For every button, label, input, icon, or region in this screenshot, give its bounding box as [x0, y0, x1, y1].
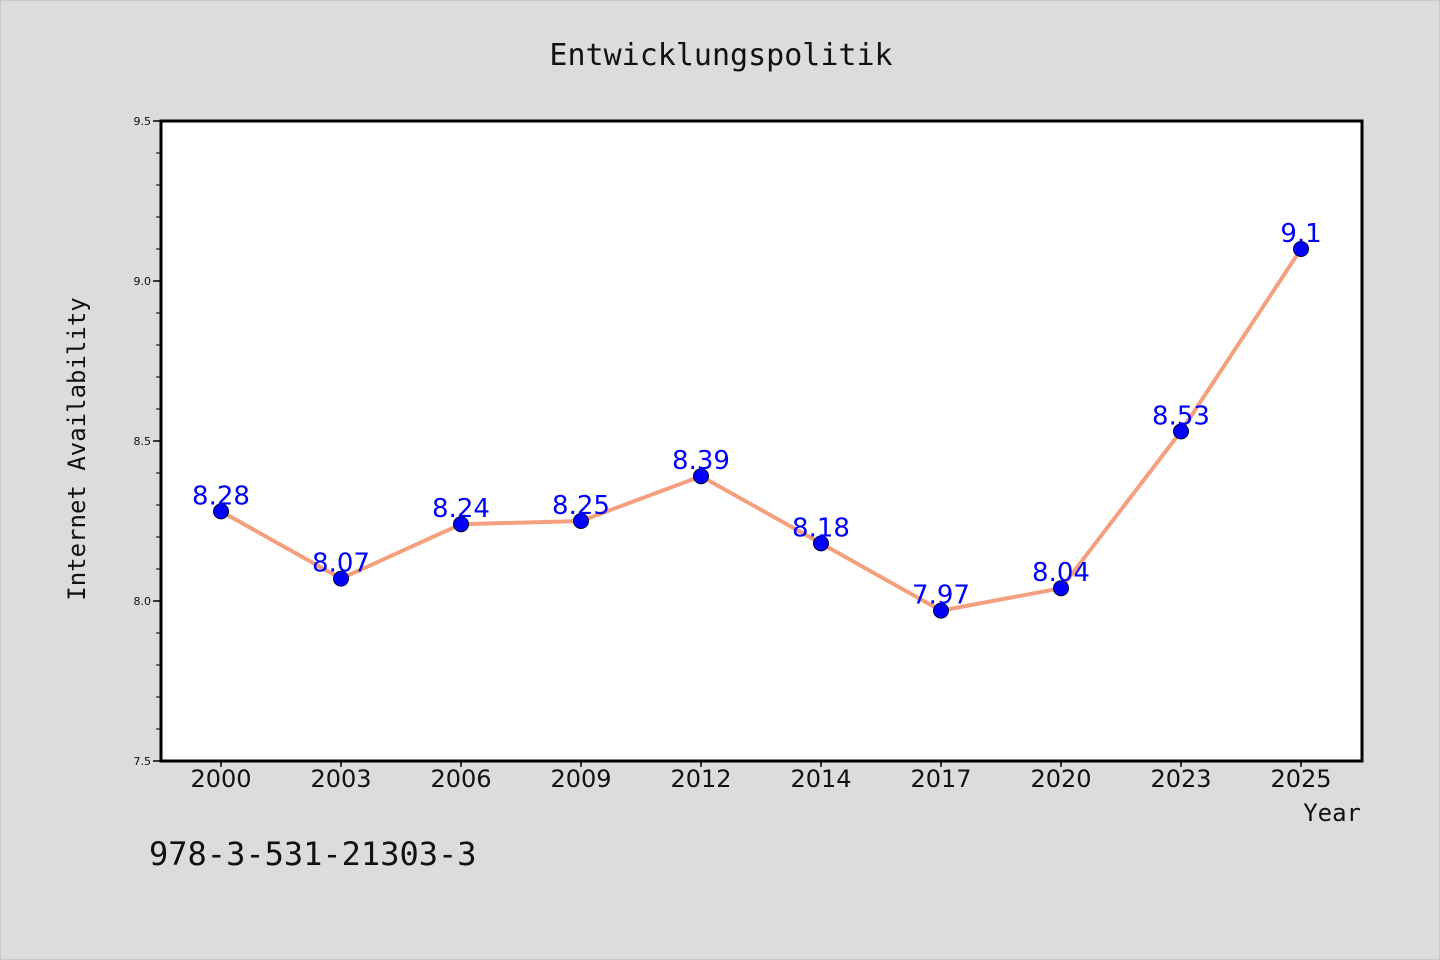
- x-tick-label: 2025: [1270, 765, 1331, 793]
- x-axis: 2000 2003 2006 2009 2012 2014 2017 2020 2023 2025: [190, 761, 1332, 793]
- data-label: 8.04: [1032, 558, 1090, 588]
- y-tick-label: 9.5: [134, 115, 152, 128]
- x-tick-label: 2009: [550, 765, 611, 793]
- isbn-footer: 978-3-531-21303-3: [149, 835, 477, 873]
- data-point: [1173, 423, 1189, 440]
- y-tick-label: 7.5: [134, 755, 152, 768]
- y-tick-label: 8.0: [134, 595, 152, 608]
- y-axis: 7.5 8.0 8.5 9.0 9.5: [134, 115, 161, 768]
- data-point: [333, 570, 349, 587]
- data-point: [1293, 241, 1309, 257]
- y-axis-label: Internet Availability: [63, 297, 91, 600]
- data-label: 8.24: [432, 494, 490, 524]
- data-label: 9.1: [1280, 219, 1321, 249]
- x-tick-label: 2020: [1030, 765, 1091, 793]
- data-label: 8.53: [1152, 401, 1210, 431]
- y-tick-label: 9.0: [134, 275, 152, 288]
- data-label: 8.18: [792, 513, 850, 543]
- x-tick-label: 2023: [1150, 765, 1211, 793]
- data-label: 7.97: [912, 581, 970, 611]
- data-point: [693, 468, 709, 485]
- series-line: [219, 247, 1303, 613]
- data-label: 8.25: [552, 491, 610, 521]
- data-label: 8.07: [312, 549, 370, 579]
- series-layer: 8.28 8.07 8.24 8.25 8.39 8.18 7.97 8.04 8.53 9.1: [192, 219, 1322, 619]
- data-label: 8.28: [192, 481, 250, 511]
- x-tick-label: 2000: [190, 765, 251, 793]
- x-tick-label: 2006: [430, 765, 491, 793]
- y-tick-label: 8.5: [134, 435, 152, 448]
- data-point: [573, 513, 589, 529]
- x-tick-label: 2017: [910, 765, 971, 793]
- data-point: [213, 503, 229, 520]
- plot-area: [159, 119, 1364, 763]
- data-point: [813, 535, 829, 552]
- data-point: [933, 602, 949, 619]
- data-label: 8.39: [672, 446, 730, 476]
- x-axis-label: Year: [1303, 799, 1361, 827]
- x-tick-label: 2003: [310, 765, 371, 793]
- x-tick-label: 2014: [790, 765, 851, 793]
- chart-title: Entwicklungspolitik: [549, 38, 892, 73]
- data-point: [453, 516, 469, 533]
- data-point: [1053, 580, 1069, 597]
- x-tick-label: 2012: [670, 765, 731, 793]
